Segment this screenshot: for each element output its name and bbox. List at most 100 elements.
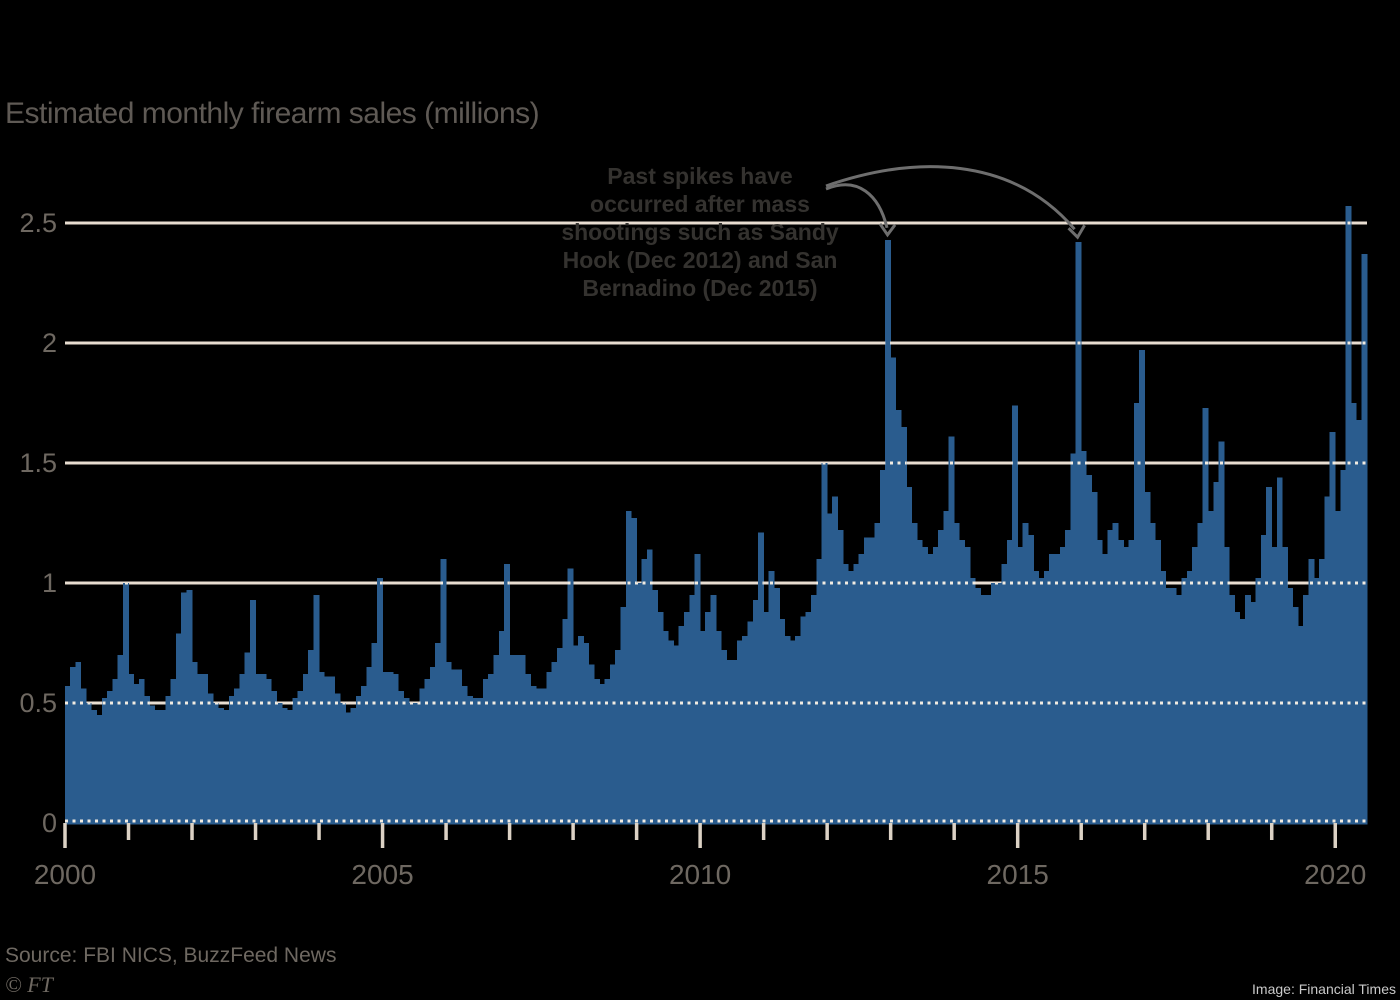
bar bbox=[1329, 431, 1336, 825]
bar bbox=[779, 619, 786, 825]
bar bbox=[1197, 523, 1204, 825]
bar bbox=[752, 599, 759, 825]
bar bbox=[493, 655, 500, 825]
bars-area bbox=[64, 206, 1368, 825]
bar bbox=[1340, 470, 1347, 825]
bar bbox=[879, 470, 886, 825]
bar bbox=[927, 554, 934, 825]
bar bbox=[1202, 407, 1209, 825]
bar bbox=[1282, 547, 1288, 825]
bar bbox=[1313, 578, 1320, 825]
bar bbox=[1117, 539, 1124, 825]
bar bbox=[1091, 491, 1098, 825]
bar bbox=[64, 686, 71, 825]
bar bbox=[1001, 563, 1008, 825]
bar bbox=[1255, 578, 1262, 825]
x-axis-ticks bbox=[63, 823, 1337, 848]
bar bbox=[1139, 350, 1145, 825]
bar bbox=[165, 695, 172, 825]
arrow-to-dec-2015 bbox=[825, 165, 1076, 231]
bar bbox=[292, 698, 299, 825]
bar bbox=[101, 698, 108, 825]
bar bbox=[821, 463, 828, 825]
bar bbox=[271, 691, 277, 825]
bar bbox=[287, 710, 293, 825]
bar bbox=[228, 695, 235, 825]
bar bbox=[710, 595, 717, 825]
bar bbox=[594, 679, 600, 825]
bar bbox=[609, 664, 616, 825]
bar bbox=[721, 650, 727, 825]
bar bbox=[160, 710, 166, 825]
bar bbox=[1308, 559, 1315, 825]
bar bbox=[943, 511, 950, 825]
bar bbox=[869, 537, 876, 825]
bar bbox=[138, 679, 145, 825]
annotation-line: Past spikes have bbox=[607, 163, 793, 189]
bar bbox=[964, 547, 971, 825]
bar bbox=[70, 667, 76, 825]
annotation-arrows bbox=[825, 165, 1086, 240]
bar bbox=[1287, 587, 1294, 825]
ft-logo: © FT bbox=[5, 972, 53, 997]
bar bbox=[694, 554, 701, 825]
bar bbox=[482, 679, 489, 825]
bar bbox=[477, 698, 484, 825]
bar bbox=[959, 539, 965, 825]
bar bbox=[456, 669, 463, 825]
bar bbox=[689, 595, 696, 825]
bar bbox=[302, 674, 309, 825]
bar bbox=[371, 643, 378, 825]
bar bbox=[80, 688, 87, 825]
bar bbox=[355, 695, 362, 825]
bar bbox=[514, 655, 521, 825]
bar bbox=[858, 554, 865, 825]
bar bbox=[1229, 595, 1235, 825]
bar bbox=[1245, 595, 1251, 825]
bar bbox=[546, 671, 553, 825]
bar bbox=[133, 683, 140, 825]
bar bbox=[784, 635, 791, 825]
bar bbox=[742, 635, 748, 825]
bar bbox=[403, 698, 410, 825]
bar bbox=[1160, 571, 1167, 825]
bar bbox=[726, 659, 733, 825]
bar bbox=[562, 619, 569, 825]
bar bbox=[181, 592, 187, 825]
bar bbox=[625, 511, 632, 825]
bar bbox=[985, 595, 992, 825]
bar bbox=[996, 583, 1003, 825]
bar bbox=[736, 640, 743, 825]
bar bbox=[811, 595, 817, 825]
bar bbox=[1170, 587, 1177, 825]
bar bbox=[218, 707, 225, 825]
bar bbox=[186, 590, 193, 825]
bar bbox=[990, 583, 997, 825]
bar bbox=[1086, 475, 1093, 825]
bar bbox=[832, 496, 838, 825]
bar bbox=[863, 537, 870, 825]
arrowhead-icon bbox=[1067, 224, 1086, 240]
image-credit: Image: Financial Times bbox=[1252, 981, 1396, 997]
bar bbox=[144, 695, 150, 825]
bar bbox=[414, 703, 420, 825]
bar bbox=[1250, 602, 1257, 825]
bar bbox=[1303, 595, 1310, 825]
bar bbox=[392, 674, 399, 825]
bar bbox=[435, 643, 442, 825]
bar bbox=[318, 671, 325, 825]
bar bbox=[541, 688, 547, 825]
bar bbox=[848, 571, 854, 825]
bar bbox=[398, 691, 404, 825]
bar bbox=[1192, 547, 1198, 825]
bar bbox=[377, 578, 383, 825]
bar bbox=[1361, 254, 1368, 825]
bar bbox=[567, 568, 574, 825]
bar bbox=[1096, 539, 1103, 825]
bar bbox=[948, 436, 955, 825]
bar bbox=[615, 650, 621, 825]
bar bbox=[197, 674, 203, 825]
bar bbox=[620, 607, 627, 825]
bar bbox=[1112, 523, 1119, 825]
annotation-block: Past spikes have occurred after mass sho… bbox=[520, 162, 880, 302]
